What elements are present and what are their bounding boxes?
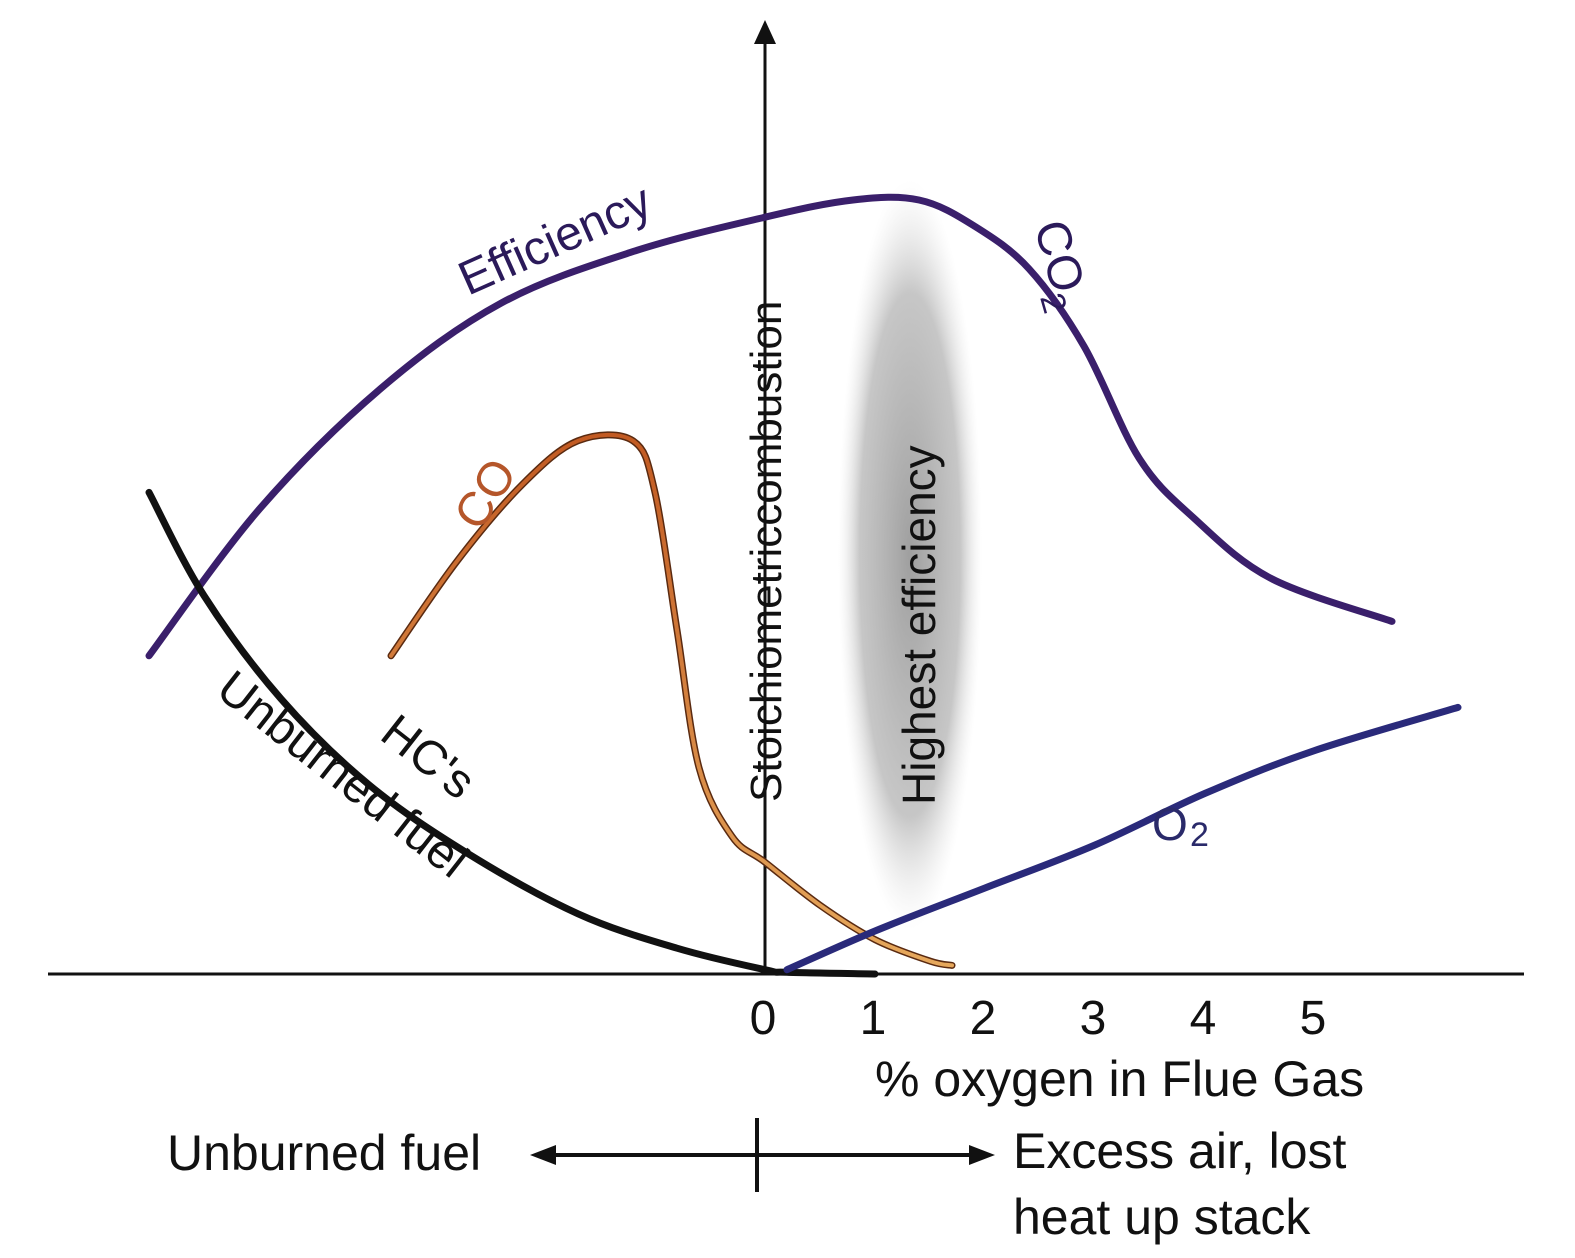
efficiency-label: Efficiency: [451, 174, 659, 306]
x-tick-label-1: 1: [860, 992, 887, 1045]
highest-efficiency-label: Highest efficiency: [893, 445, 945, 805]
x-tick-label-5: 5: [1300, 992, 1327, 1045]
series-line-co: [389, 432, 954, 968]
o2-label-main: O: [1152, 798, 1188, 850]
x-tick-label-4: 4: [1190, 992, 1217, 1045]
series-line-o2: [783, 703, 1462, 974]
direction-arrow-right: [969, 1145, 995, 1165]
direction-indicator: [530, 1118, 995, 1192]
x-axis-title: % oxygen in Flue Gas: [875, 1051, 1364, 1107]
excess-air-note-line2: heat up stack: [1013, 1189, 1311, 1245]
stoichiometric-label: Stoichiometriccombustion: [742, 301, 791, 802]
x-tick-label-3: 3: [1080, 992, 1107, 1045]
unburned-fuel-note: Unburned fuel: [167, 1125, 481, 1181]
x-tick-label-0: 0: [750, 992, 777, 1045]
co-label: CO: [444, 450, 527, 539]
o2-label: O 2: [1152, 798, 1209, 854]
tick-layer: 0 1 2 3 4 5: [750, 992, 1327, 1045]
series-layer: [145, 193, 1462, 978]
y-axis-arrow: [754, 20, 776, 44]
highest-efficiency-band: [838, 180, 982, 930]
direction-arrow-left: [530, 1145, 556, 1165]
x-tick-label-2: 2: [970, 992, 997, 1045]
series-line-hc-s: [145, 488, 879, 978]
co2-label-main: CO: [1023, 214, 1094, 298]
series-line-efficiency: [145, 193, 1396, 660]
excess-air-note-line1: Excess air, lost: [1013, 1123, 1347, 1179]
o2-label-sub: 2: [1190, 816, 1209, 854]
